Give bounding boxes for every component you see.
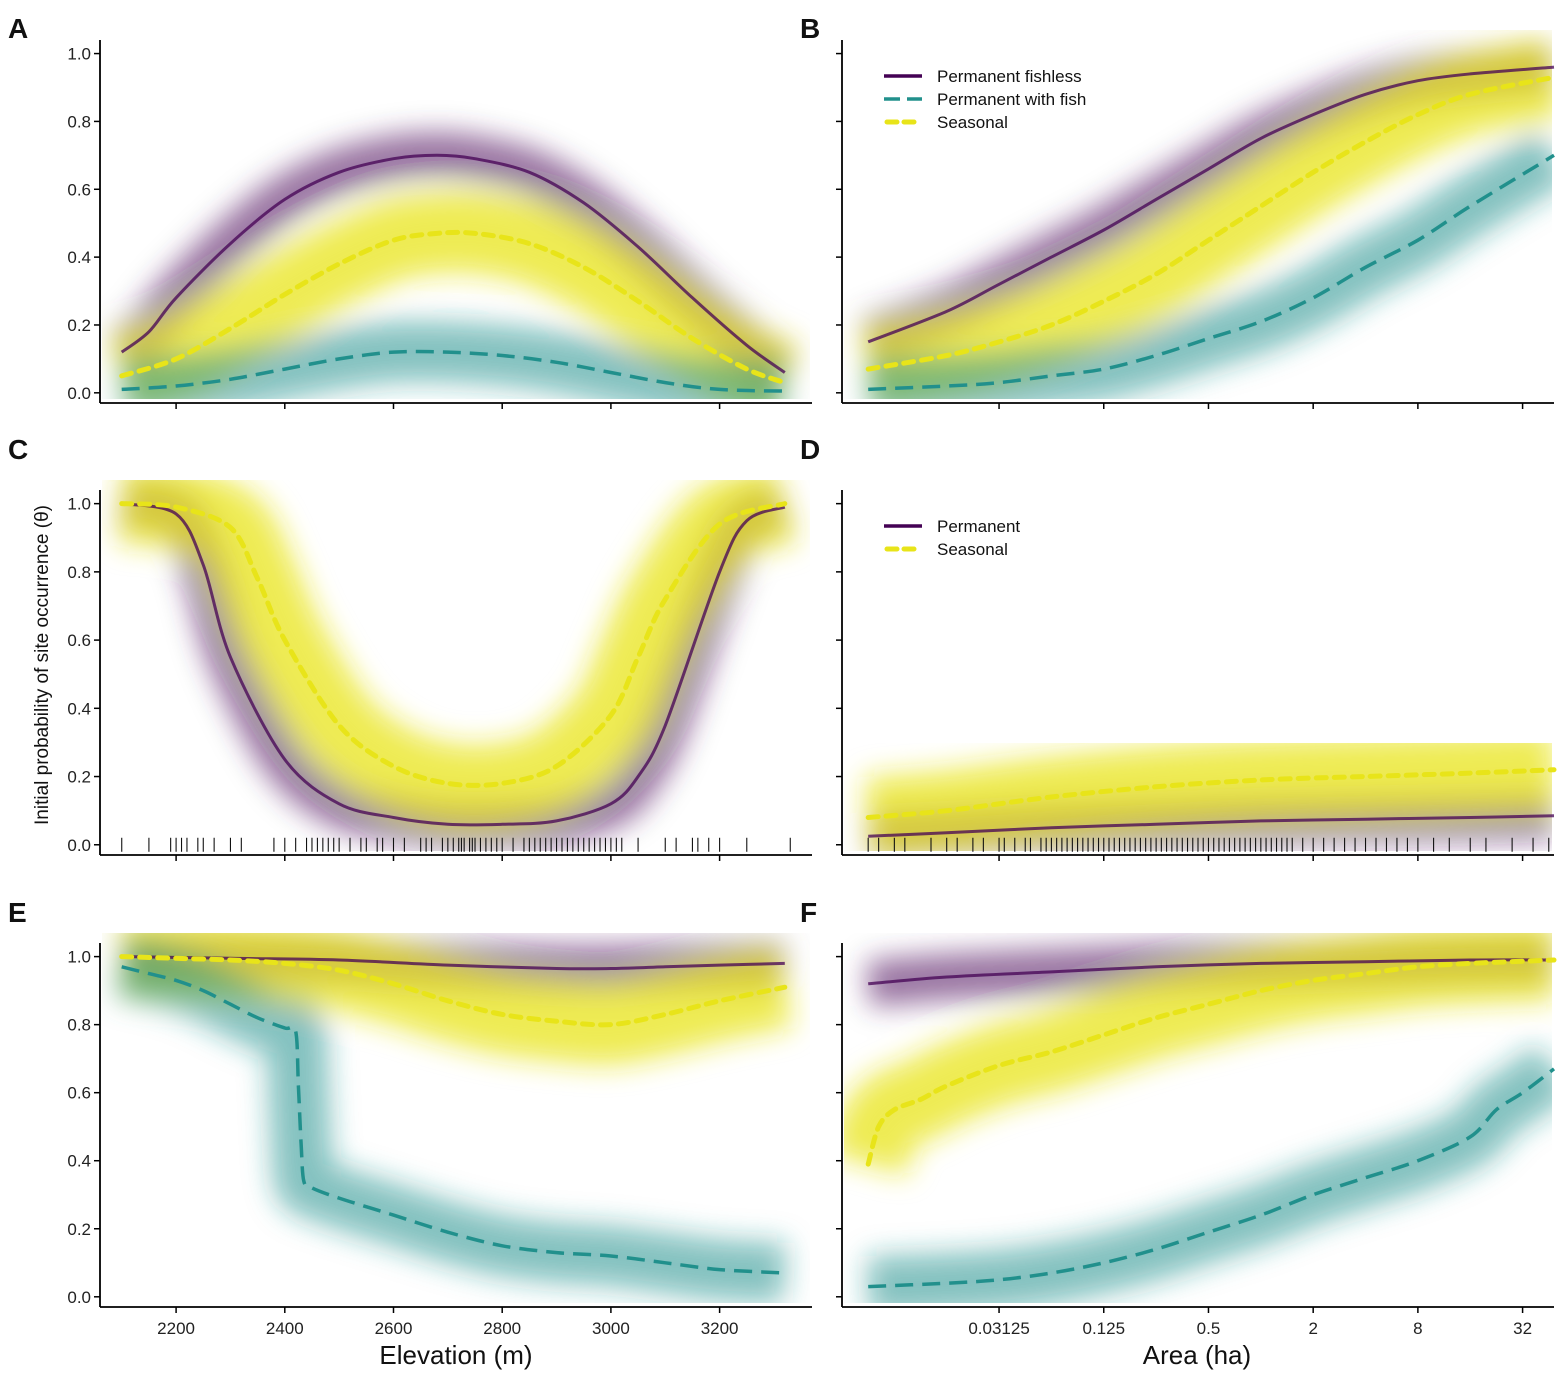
series-lines (865, 767, 1557, 838)
series-lines (119, 153, 788, 393)
series-line-seasonal (865, 74, 1557, 372)
y-tick-label: 0.4 (67, 248, 91, 267)
series-lines (865, 65, 1557, 392)
series-line-permanent_fishless (868, 958, 1555, 986)
panel-A: 0.0 0.2 0.4 0.6 0.8 1.0 A (8, 13, 812, 409)
legend-label: Seasonal (937, 113, 1008, 132)
x-tick-label: 3200 (701, 1319, 739, 1338)
legend-label: Permanent (937, 517, 1020, 536)
x-tick-label: 2800 (483, 1319, 521, 1338)
x-tick-label: 2200 (157, 1319, 195, 1338)
axes: 0.03125 0.125 0.5 2 8 32 (836, 943, 1554, 1338)
series-lines (865, 957, 1557, 1289)
y-tick-label: 1.0 (67, 948, 91, 967)
series-line-seasonal (119, 229, 788, 386)
y-tick-label: 0.2 (67, 316, 91, 335)
legend-label: Permanent with fish (937, 90, 1086, 109)
y-tick-label: 1.0 (67, 495, 91, 514)
series-line-permanent_fishless (121, 502, 786, 827)
series-line-permanent_fishless (121, 955, 785, 971)
panel-letter: F (800, 897, 817, 928)
y-tick-label: 1.0 (67, 45, 91, 64)
series-lines (119, 954, 788, 1275)
y-tick-label: 0.6 (67, 1084, 91, 1103)
rug (121, 837, 791, 852)
area-axis-title: Area (ha) (1143, 1340, 1251, 1370)
series-line-permanent_with_fish (868, 1067, 1556, 1289)
y-tick-label: 0.0 (67, 384, 91, 403)
y-tick-label: 0.2 (67, 768, 91, 787)
panel-D: D Permanent Seasonal (800, 434, 1557, 861)
axes (836, 40, 1554, 409)
panel-E: 0.0 0.2 0.4 0.6 0.8 1.0 2200 2400 2600 2800 3000 32… (8, 897, 812, 1338)
legend-label: Permanent fishless (937, 67, 1082, 86)
series-line-seasonal (119, 954, 788, 1028)
y-tick-label: 0.6 (67, 180, 91, 199)
uncertainty-bands (117, 480, 797, 848)
rug (867, 837, 1550, 852)
y-tick-label: 0.4 (67, 699, 91, 718)
x-tick-label: 8 (1413, 1319, 1422, 1338)
uncertainty-bands (864, 729, 1552, 851)
y-tick-label: 0.4 (67, 1152, 91, 1171)
y-tick-label: 0.0 (67, 1288, 91, 1307)
x-tick-label: 2600 (375, 1319, 413, 1338)
y-tick-label: 0.8 (67, 1016, 91, 1035)
y-tick-label: 0.2 (67, 1220, 91, 1239)
panel-C: 0.0 0.2 0.4 0.6 0.8 1.0 C (8, 434, 812, 861)
legend: Permanent fishless Permanent with fish Sea… (884, 67, 1086, 132)
panel-letter: E (8, 897, 27, 928)
axes (836, 490, 1554, 861)
y-tick-label: 0.8 (67, 563, 91, 582)
axes: 0.0 0.2 0.4 0.6 0.8 1.0 (67, 490, 812, 861)
legend-label: Seasonal (937, 540, 1008, 559)
x-tick-label: 0.5 (1197, 1319, 1221, 1338)
panel-B: B Permanent fishless Permanent with fish Se… (800, 13, 1557, 409)
band-seasonal (864, 729, 1552, 851)
series-line-permanent_fishless (120, 153, 786, 374)
series-line-permanent_fishless (867, 65, 1555, 344)
panel-letter: C (8, 434, 28, 465)
x-tick-label: 2400 (266, 1319, 304, 1338)
x-tick-label: 3000 (592, 1319, 630, 1338)
series-line-seasonal (865, 767, 1557, 820)
panel-letter: A (8, 13, 28, 44)
series-line-permanent_with_fish (121, 349, 785, 393)
y-tick-label: 0.8 (67, 112, 91, 131)
series-lines (119, 501, 788, 827)
x-tick-label: 0.125 (1082, 1319, 1125, 1338)
x-tick-label: 0.03125 (968, 1319, 1029, 1338)
series-line-permanent_with_fish (868, 153, 1555, 392)
series-line-seasonal (865, 957, 1557, 1167)
panel-letter: D (800, 434, 820, 465)
y-axis-label: Initial probability of site occurrence (… (32, 505, 53, 825)
axes: 0.0 0.2 0.4 0.6 0.8 1.0 2200 2400 2600 2800 3000 32… (67, 943, 812, 1338)
panel-F: 0.03125 0.125 0.5 2 8 32 F (800, 897, 1557, 1338)
elevation-axis-title: Elevation (m) (379, 1340, 532, 1370)
legend: Permanent Seasonal (884, 517, 1020, 559)
uncertainty-bands (844, 933, 1552, 1303)
y-tick-label: 0.0 (67, 836, 91, 855)
axes: 0.0 0.2 0.4 0.6 0.8 1.0 (67, 40, 812, 409)
series-line-permanent_with_fish (121, 965, 785, 1275)
y-tick-label: 0.6 (67, 631, 91, 650)
uncertainty-bands (108, 132, 799, 399)
x-tick-label: 2 (1308, 1319, 1317, 1338)
panel-letter: B (800, 13, 820, 44)
series-line-permanent_fishless (868, 814, 1555, 838)
uncertainty-bands (114, 933, 794, 1303)
x-tick-label: 32 (1513, 1319, 1532, 1338)
series-line-seasonal (119, 501, 788, 788)
